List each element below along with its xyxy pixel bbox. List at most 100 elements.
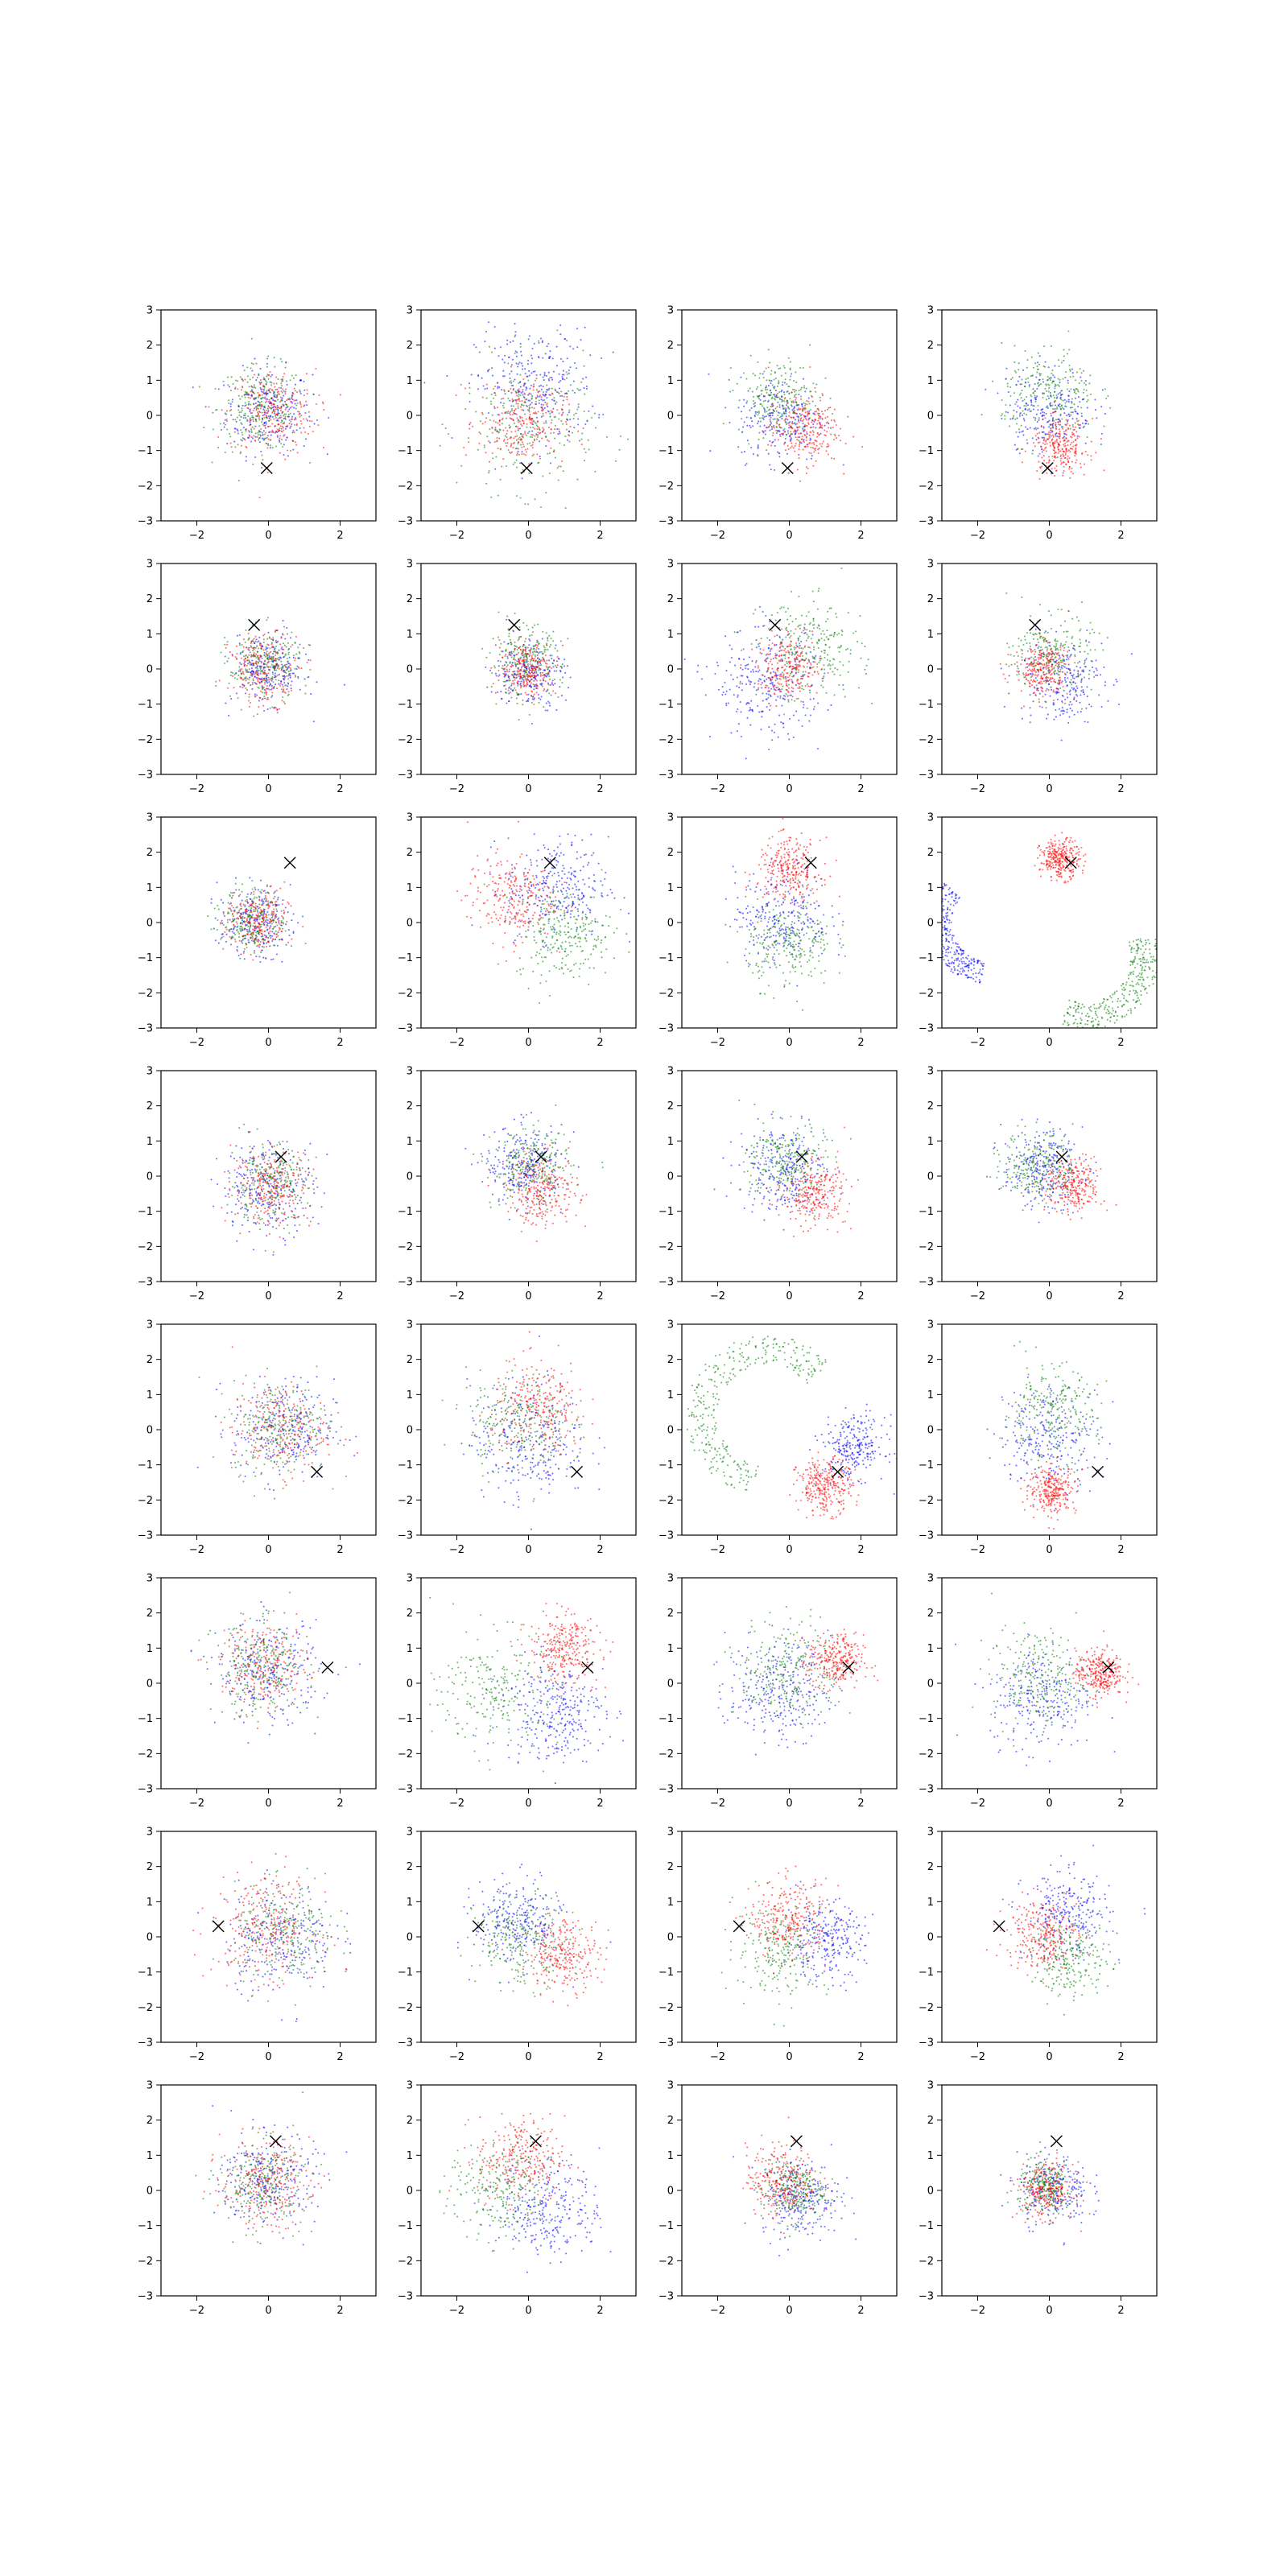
point-blue [781, 389, 783, 391]
point-green [1008, 425, 1011, 427]
point-green [533, 440, 535, 442]
y-tick-label: 0 [147, 411, 153, 423]
point-blue [258, 381, 261, 383]
point-green [535, 649, 538, 651]
point-blue [238, 634, 241, 636]
point-blue [743, 398, 745, 401]
point-red [250, 672, 253, 675]
point-green [539, 506, 543, 509]
point-red [547, 683, 550, 686]
point-blue [542, 376, 544, 378]
point-green [1046, 379, 1049, 382]
point-red [510, 452, 512, 454]
point-blue [550, 694, 552, 696]
point-red [531, 672, 535, 675]
point-red [807, 419, 810, 421]
point-red [1075, 448, 1077, 451]
point-red [803, 441, 806, 444]
point-blue [494, 672, 497, 675]
point-blue [562, 361, 564, 363]
point-green [518, 638, 520, 640]
point-green [287, 405, 289, 407]
point-red [556, 409, 559, 411]
point-red [795, 412, 797, 415]
point-blue [812, 423, 815, 426]
point-green [505, 464, 508, 468]
point-red [560, 460, 564, 462]
point-red [514, 689, 517, 691]
point-green [559, 465, 562, 468]
point-red [1090, 440, 1092, 443]
point-red [796, 439, 799, 441]
point-green [267, 444, 270, 447]
point-blue [530, 384, 533, 386]
point-green [1086, 394, 1088, 397]
point-green [1060, 398, 1063, 401]
point-red [246, 671, 249, 673]
point-green [1080, 372, 1083, 374]
point-green [284, 654, 287, 657]
point-red [577, 430, 580, 432]
point-green [512, 405, 514, 407]
point-green [772, 418, 774, 420]
point-blue [752, 453, 755, 456]
point-green [795, 393, 797, 396]
point-red [267, 672, 270, 675]
point-blue [522, 409, 525, 411]
point-green [260, 398, 262, 400]
point-red [531, 421, 534, 423]
point-blue [797, 419, 799, 422]
point-green [506, 615, 509, 617]
point-red [287, 424, 289, 427]
point-red [531, 665, 534, 668]
point-green [733, 631, 736, 634]
point-blue [751, 660, 753, 663]
point-red [540, 396, 543, 398]
point-red [502, 656, 504, 658]
point-blue [762, 692, 764, 695]
point-blue [1064, 376, 1067, 379]
point-red [546, 439, 549, 441]
point-blue [773, 688, 775, 691]
point-red [267, 666, 270, 668]
point-green [1049, 379, 1051, 382]
point-red [1052, 411, 1055, 414]
point-blue [485, 666, 487, 668]
point-red [246, 664, 248, 667]
point-red [1057, 448, 1059, 451]
point-red [533, 667, 535, 670]
point-blue [224, 655, 226, 658]
point-red [502, 417, 504, 419]
point-blue [229, 405, 232, 407]
point-blue [528, 650, 530, 652]
point-red [810, 452, 812, 455]
point-red [259, 667, 262, 669]
point-blue [484, 341, 486, 343]
point-green [523, 397, 526, 399]
point-red [264, 690, 266, 692]
point-green [282, 642, 285, 645]
point-red [525, 655, 527, 658]
point-green [1053, 397, 1056, 399]
point-green [250, 645, 252, 647]
point-red [270, 646, 273, 649]
point-blue [577, 418, 580, 420]
point-green [515, 494, 518, 497]
point-red [529, 414, 531, 416]
point-red [544, 662, 547, 665]
point-green [1006, 385, 1009, 388]
point-blue [506, 343, 509, 345]
point-blue [531, 430, 534, 432]
point-red [282, 375, 284, 378]
point-green [556, 329, 559, 332]
point-green [531, 434, 535, 436]
point-green [264, 407, 266, 409]
point-green [297, 646, 299, 649]
point-blue [1075, 418, 1078, 420]
point-red [528, 392, 530, 394]
point-red [1067, 455, 1069, 457]
point-red [539, 668, 542, 671]
point-blue [741, 675, 744, 677]
point-red [249, 424, 251, 427]
point-red [1063, 439, 1066, 441]
